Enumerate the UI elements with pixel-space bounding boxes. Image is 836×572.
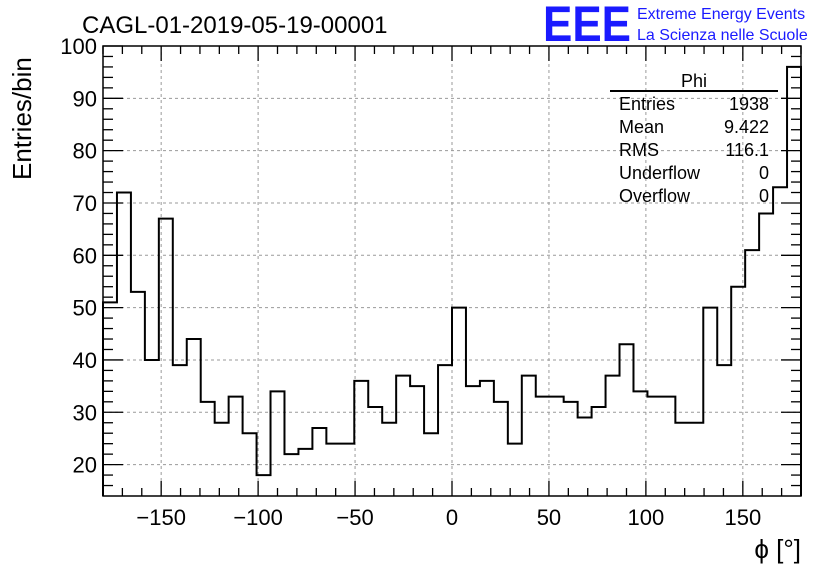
y-tick-label: 90 (73, 86, 97, 111)
eee-logo: EEE Extreme Energy Events La Scienza nel… (543, 0, 808, 52)
x-tick-label: −100 (233, 505, 283, 530)
y-tick-label: 20 (73, 453, 97, 478)
y-tick-label: 50 (73, 296, 97, 321)
x-tick-label: 0 (446, 505, 458, 530)
x-tick-label: 100 (628, 505, 665, 530)
x-tick-label: 150 (724, 505, 761, 530)
y-tick-label: 100 (60, 34, 97, 59)
stats-row-label: RMS (619, 140, 659, 160)
y-tick-label: 40 (73, 348, 97, 373)
plot-frame (102, 45, 802, 497)
x-axis-title: ϕ [°] (754, 534, 801, 564)
y-tick-label: 80 (73, 139, 97, 164)
stats-row-label: Entries (619, 94, 675, 114)
eee-logo-line1: Extreme Energy Events (637, 6, 805, 23)
stats-row-value: 116.1 (725, 140, 769, 160)
stats-box-rows: Entries 1938 Mean 9.422 RMS 116.1 Underflow 0 Ov… (619, 94, 769, 206)
stats-box: Phi Entries 1938 Mean 9.422 RMS 116.1 Underflo… (610, 71, 778, 206)
x-tick-label: 50 (537, 505, 561, 530)
chart-title: CAGL-01-2019-05-19-00001 (82, 12, 388, 39)
stats-row-label: Underflow (619, 163, 701, 183)
x-tick-label: −50 (336, 505, 373, 530)
grid-lines (103, 45, 801, 496)
stats-box-name: Phi (681, 71, 707, 91)
stats-row-label: Mean (619, 117, 664, 137)
y-tick-label: 30 (73, 400, 97, 425)
stats-row-value: 9.422 (724, 117, 769, 137)
y-axis-title: Entries/bin (7, 57, 37, 180)
stats-row-label: Overflow (619, 186, 691, 206)
axis-ticks (102, 45, 802, 496)
stats-row-value: 1938 (729, 94, 769, 114)
stats-row-value: 0 (759, 163, 769, 183)
eee-logo-mark: EEE (543, 0, 631, 52)
tick-labels: −150 −100 −50 0 50 100 150 20 30 40 50 60 70 80 90 100 (60, 34, 761, 530)
histogram-line (102, 65, 802, 496)
x-tick-label: −150 (136, 505, 186, 530)
y-tick-label: 70 (73, 191, 97, 216)
stats-row-value: 0 (759, 186, 769, 206)
y-tick-label: 60 (73, 243, 97, 268)
eee-logo-line2: La Scienza nelle Scuole (637, 27, 808, 44)
